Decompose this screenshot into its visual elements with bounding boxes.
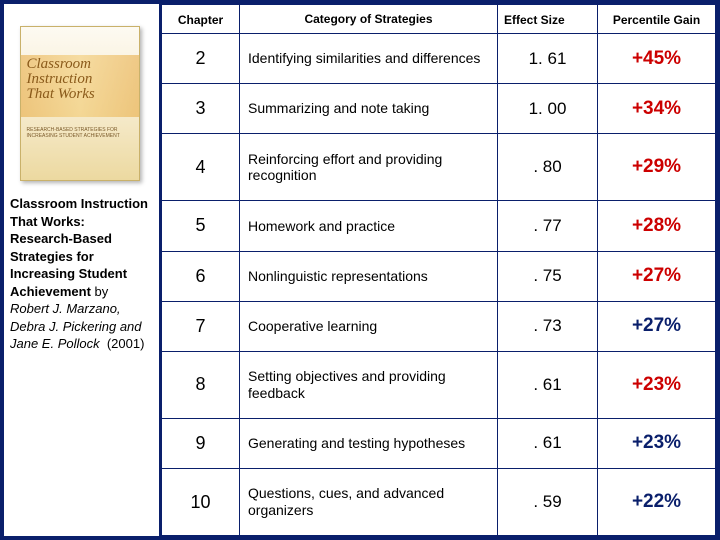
- cell-percentile-gain: +27%: [598, 301, 716, 351]
- table-row: 7Cooperative learning. 73+27%: [162, 301, 716, 351]
- table-row: 10Questions, cues, and advanced organize…: [162, 469, 716, 536]
- cover-line1: Classroom: [27, 56, 91, 72]
- table-row: 3Summarizing and note taking1. 00+34%: [162, 84, 716, 134]
- cell-chapter: 7: [162, 301, 240, 351]
- cell-chapter: 8: [162, 351, 240, 418]
- cell-effect-size: . 75: [498, 251, 598, 301]
- cell-chapter: 4: [162, 134, 240, 201]
- cell-strategy: Reinforcing effort and providing recogni…: [240, 134, 498, 201]
- citation-title: Classroom Instruction That Works: Resear…: [10, 196, 148, 299]
- cell-strategy: Homework and practice: [240, 201, 498, 251]
- table-row: 8Setting objectives and providing feedba…: [162, 351, 716, 418]
- cell-percentile-gain: +28%: [598, 201, 716, 251]
- header-strategy: Category of Strategies: [240, 5, 498, 34]
- cell-effect-size: . 80: [498, 134, 598, 201]
- left-column: Classroom Instruction That Works RESEARC…: [4, 4, 159, 536]
- cell-strategy: Generating and testing hypotheses: [240, 418, 498, 468]
- table-header-row: Chapter Category of Strategies Effect Si…: [162, 5, 716, 34]
- cell-strategy: Nonlinguistic representations: [240, 251, 498, 301]
- cell-chapter: 9: [162, 418, 240, 468]
- cell-chapter: 3: [162, 84, 240, 134]
- table-row: 2Identifying similarities and difference…: [162, 34, 716, 84]
- citation-year: (2001): [107, 336, 145, 351]
- header-effect: Effect Size: [498, 5, 598, 34]
- table-row: 4Reinforcing effort and providing recogn…: [162, 134, 716, 201]
- cover-subtitle: RESEARCH-BASED STRATEGIES FOR INCREASING…: [27, 127, 133, 139]
- cell-effect-size: . 61: [498, 418, 598, 468]
- cell-chapter: 2: [162, 34, 240, 84]
- strategies-table: Chapter Category of Strategies Effect Si…: [161, 4, 716, 536]
- cell-effect-size: 1. 00: [498, 84, 598, 134]
- cell-percentile-gain: +23%: [598, 418, 716, 468]
- cell-strategy: Setting objectives and providing feedbac…: [240, 351, 498, 418]
- table-body: 2Identifying similarities and difference…: [162, 34, 716, 536]
- header-gain: Percentile Gain: [598, 5, 716, 34]
- cover-title: Classroom Instruction That Works: [27, 57, 95, 102]
- cover-line3: That Works: [27, 86, 95, 102]
- cell-effect-size: . 73: [498, 301, 598, 351]
- citation-text: Classroom Instruction That Works: Resear…: [8, 195, 151, 353]
- cell-strategy: Cooperative learning: [240, 301, 498, 351]
- cell-percentile-gain: +23%: [598, 351, 716, 418]
- cell-percentile-gain: +29%: [598, 134, 716, 201]
- cell-chapter: 5: [162, 201, 240, 251]
- cell-strategy: Questions, cues, and advanced organizers: [240, 469, 498, 536]
- cell-effect-size: 1. 61: [498, 34, 598, 84]
- cell-chapter: 6: [162, 251, 240, 301]
- table-row: 6Nonlinguistic representations. 75+27%: [162, 251, 716, 301]
- table-row: 9Generating and testing hypotheses. 61+2…: [162, 418, 716, 468]
- cell-chapter: 10: [162, 469, 240, 536]
- slide: Classroom Instruction That Works RESEARC…: [0, 0, 720, 540]
- cell-percentile-gain: +45%: [598, 34, 716, 84]
- citation-by: by: [95, 284, 109, 299]
- table-row: 5Homework and practice. 77+28%: [162, 201, 716, 251]
- cell-effect-size: . 61: [498, 351, 598, 418]
- cell-effect-size: . 77: [498, 201, 598, 251]
- cell-percentile-gain: +22%: [598, 469, 716, 536]
- cell-percentile-gain: +27%: [598, 251, 716, 301]
- cell-strategy: Identifying similarities and differences: [240, 34, 498, 84]
- cell-effect-size: . 59: [498, 469, 598, 536]
- table-area: Chapter Category of Strategies Effect Si…: [161, 4, 716, 536]
- header-chapter: Chapter: [162, 5, 240, 34]
- cell-strategy: Summarizing and note taking: [240, 84, 498, 134]
- book-cover-image: Classroom Instruction That Works RESEARC…: [20, 26, 140, 181]
- cell-percentile-gain: +34%: [598, 84, 716, 134]
- cover-line2: Instruction: [27, 71, 93, 87]
